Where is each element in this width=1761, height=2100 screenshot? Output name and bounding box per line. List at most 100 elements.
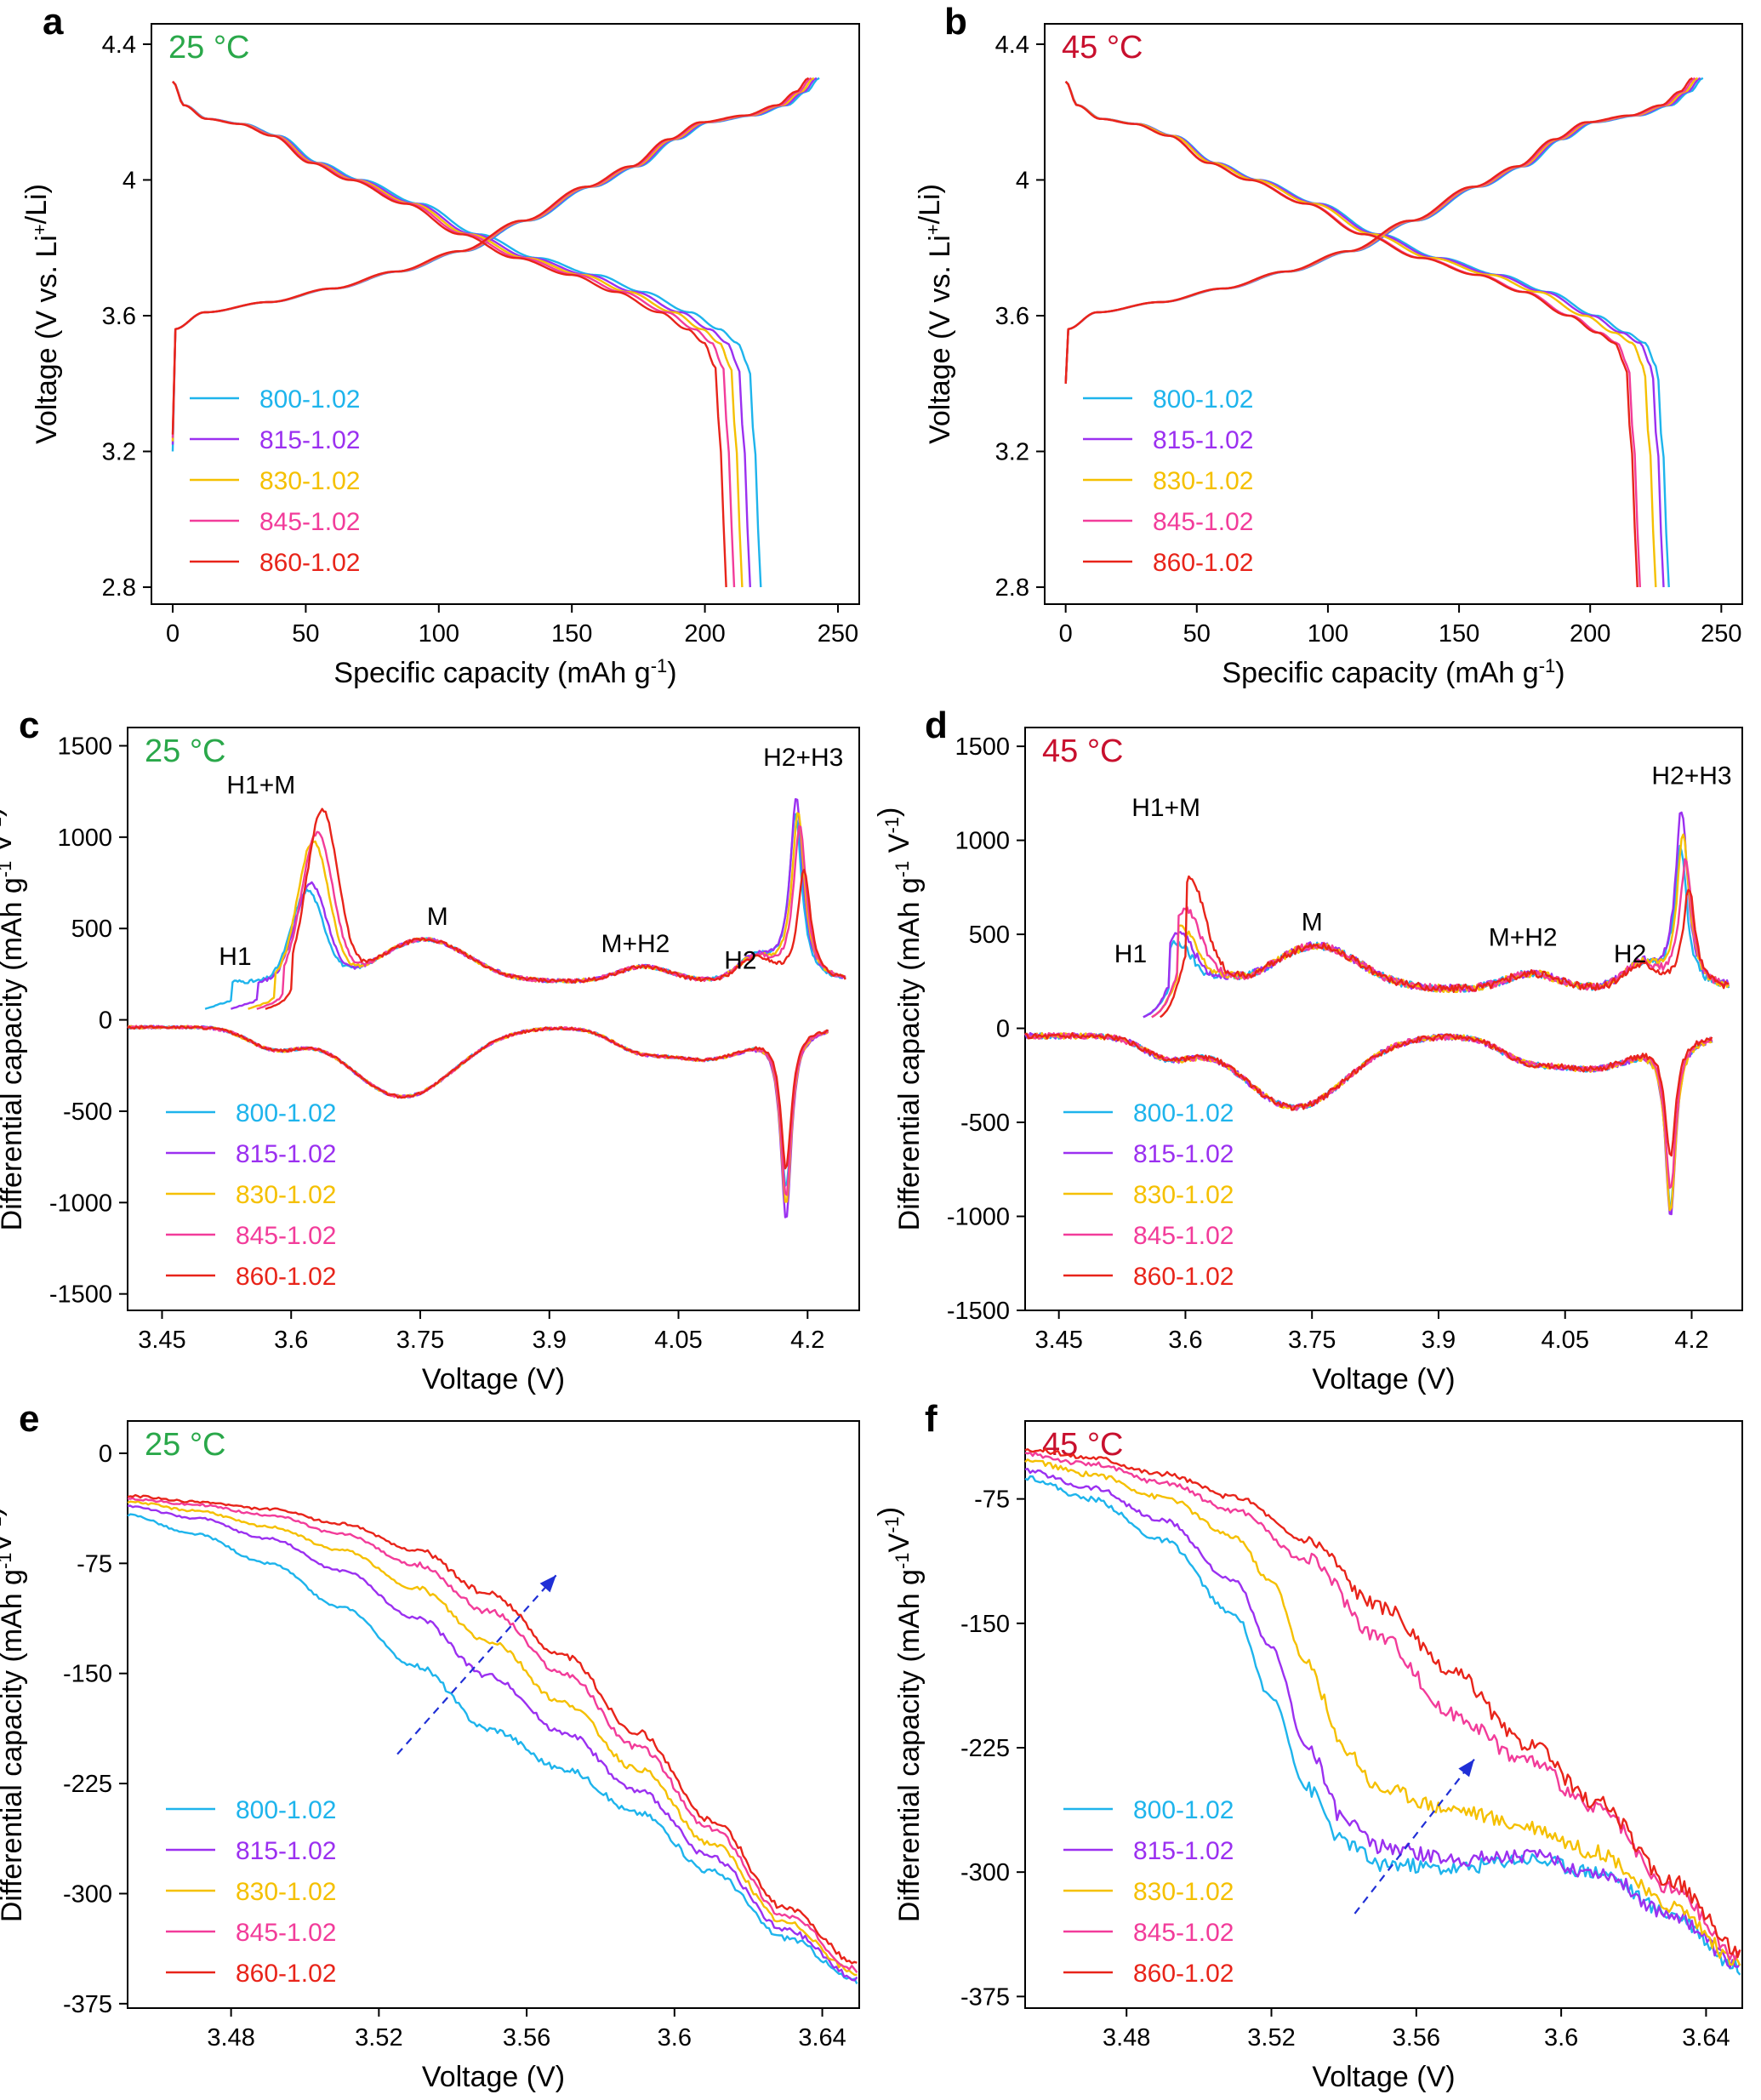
charge-curve xyxy=(171,77,810,435)
y-tick-label: -75 xyxy=(77,1550,112,1578)
y-tick-label: 2.8 xyxy=(102,574,136,602)
y-tick-label: 1000 xyxy=(57,825,112,852)
charge-curve xyxy=(1064,77,1693,384)
x-tick-label: 4.05 xyxy=(1542,1327,1589,1354)
y-tick-label: -375 xyxy=(960,1983,1010,2011)
x-tick-label: 100 xyxy=(419,620,459,648)
zoom-dqdv-curve xyxy=(127,1500,858,1977)
discharge-curve xyxy=(172,81,744,588)
discharge-dqdv-curve xyxy=(127,1024,829,1170)
x-tick-label: 150 xyxy=(1439,620,1479,648)
peak-annotation: M xyxy=(427,903,448,931)
x-tick-label: 4.2 xyxy=(1674,1327,1708,1354)
peak-annotation: H1 xyxy=(219,943,251,971)
legend-label: 845-1.02 xyxy=(1133,1222,1234,1250)
panel-letter: f xyxy=(925,1398,937,1440)
legend-label: 800-1.02 xyxy=(1153,385,1253,414)
x-tick-label: 3.6 xyxy=(274,1327,308,1354)
x-tick-label: 4.2 xyxy=(790,1327,824,1354)
panel-letter: a xyxy=(43,1,64,43)
x-tick-label: 100 xyxy=(1308,620,1348,648)
x-tick-label: 200 xyxy=(684,620,725,648)
peak-annotation: M xyxy=(1302,909,1323,937)
plot-frame xyxy=(1024,727,1743,1311)
plot-frame xyxy=(151,23,860,605)
x-tick-label: 3.6 xyxy=(1168,1327,1202,1354)
y-tick-label: 500 xyxy=(969,922,1010,949)
y-tick-label: -225 xyxy=(63,1771,112,1798)
x-tick-label: 3.48 xyxy=(1103,2024,1150,2051)
x-tick-label: 3.56 xyxy=(1393,2024,1440,2051)
panel-e: 3.48 3.52 3.56 3.6 3.64 -375 -300 -225 -150 -75 0 e… xyxy=(0,1398,860,2093)
charge-dqdv-curve xyxy=(265,807,846,1010)
y-tick-label: 3.6 xyxy=(995,303,1029,330)
x-axis-label: Voltage (V) xyxy=(422,2061,565,2093)
y-axis-label: Differential capacity (mAh g-1V-1) xyxy=(0,1507,28,1922)
charge-dqdv-curve xyxy=(231,798,846,1010)
legend-label: 845-1.02 xyxy=(236,1919,336,1947)
trend-arrow-head xyxy=(1458,1759,1474,1778)
legend-label: 800-1.02 xyxy=(236,1796,336,1824)
x-tick-label: 4.05 xyxy=(654,1327,702,1354)
y-tick-label: -1000 xyxy=(49,1190,112,1217)
y-tick-label: 2.8 xyxy=(995,574,1029,602)
legend-label: 815-1.02 xyxy=(236,1837,336,1865)
panel-c: 3.45 3.6 3.75 3.9 4.05 4.2 -1500 -1000 -500 0 500 1… xyxy=(0,705,860,1395)
peak-annotation: H2 xyxy=(724,946,756,974)
panel-b: 0 50 100 150 200 250 2.8 3.2 3.6 4 4.4 b 45 °C 800-1.… xyxy=(914,1,1743,689)
y-axis-label: Voltage (V vs. Li+/Li) xyxy=(20,184,63,444)
temperature-label: 25 °C xyxy=(145,1427,225,1463)
x-tick-label: 3.75 xyxy=(396,1327,444,1354)
legend-label: 830-1.02 xyxy=(236,1878,336,1906)
y-tick-label: -1500 xyxy=(947,1298,1010,1325)
x-tick-label: 3.75 xyxy=(1288,1327,1336,1354)
panel-letter: c xyxy=(19,705,39,746)
plot-frame xyxy=(1024,1420,1743,2009)
peak-annotation: M+H2 xyxy=(1489,923,1558,951)
x-tick-label: 3.64 xyxy=(798,2024,846,2051)
x-axis-label: Specific capacity (mAh g-1) xyxy=(333,655,676,689)
temperature-label: 45 °C xyxy=(1042,733,1123,769)
x-tick-label: 200 xyxy=(1570,620,1610,648)
panel-d: 3.45 3.6 3.75 3.9 4.05 4.2 -1500 -1000 -500 0 500 1… xyxy=(873,705,1743,1395)
plot-frame xyxy=(127,1420,860,2009)
zoom-dqdv-curve xyxy=(1024,1468,1741,1969)
panel-letter: d xyxy=(925,705,948,746)
peak-annotation: M+H2 xyxy=(601,930,670,958)
plot-frame xyxy=(127,727,860,1311)
legend-label: 845-1.02 xyxy=(1153,508,1253,536)
y-tick-label: 1500 xyxy=(955,733,1010,761)
legend-label: 860-1.02 xyxy=(1133,1960,1234,1988)
legend-label: 800-1.02 xyxy=(236,1099,336,1127)
y-axis-label: Differential capacity (mAh g-1V-1) xyxy=(873,1507,926,1922)
y-tick-label: -75 xyxy=(974,1487,1010,1514)
charge-curve xyxy=(1064,77,1696,384)
y-tick-label: -225 xyxy=(960,1735,1010,1762)
legend-label: 815-1.02 xyxy=(1133,1140,1234,1168)
x-tick-label: 3.9 xyxy=(1422,1327,1456,1354)
temperature-label: 25 °C xyxy=(168,30,249,66)
legend-label: 800-1.02 xyxy=(259,385,360,414)
x-axis-label: Specific capacity (mAh g-1) xyxy=(1222,655,1564,689)
discharge-curve xyxy=(1064,81,1638,588)
legend-label: 800-1.02 xyxy=(1133,1796,1234,1824)
legend-label: 830-1.02 xyxy=(259,467,360,495)
panel-letter: b xyxy=(944,1,967,43)
x-tick-label: 3.48 xyxy=(207,2024,254,2051)
trend-arrow-head xyxy=(539,1575,556,1593)
zoom-dqdv-curve xyxy=(1024,1458,1741,1966)
legend-label: 860-1.02 xyxy=(236,1263,336,1291)
y-tick-label: -300 xyxy=(960,1859,1010,1886)
temperature-label: 25 °C xyxy=(145,733,225,769)
discharge-curve xyxy=(1064,81,1641,588)
y-tick-label: 0 xyxy=(996,1016,1010,1043)
x-axis-label: Voltage (V) xyxy=(1312,2061,1455,2093)
x-tick-label: 250 xyxy=(818,620,858,648)
x-tick-label: 3.45 xyxy=(138,1327,185,1354)
x-tick-label: 3.9 xyxy=(533,1327,567,1354)
x-tick-label: 150 xyxy=(551,620,592,648)
peak-annotation: H1 xyxy=(1114,940,1147,968)
y-axis-label: Differential capacity (mAh g-1 V-1) xyxy=(0,807,28,1231)
y-tick-label: -150 xyxy=(960,1611,1010,1638)
